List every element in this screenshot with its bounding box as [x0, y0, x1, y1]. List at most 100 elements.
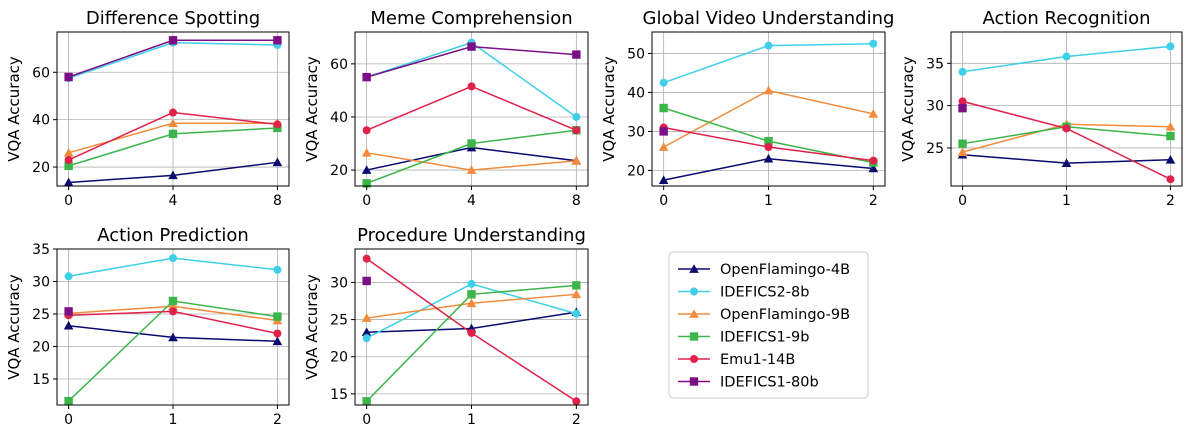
legend-item-openflamingo-4b: OpenFlamingo-4B — [678, 262, 850, 278]
y-tick-label: 40 — [330, 110, 348, 126]
data-point — [467, 279, 476, 288]
panel-title: Action Prediction — [97, 225, 249, 246]
data-point — [764, 41, 773, 50]
x-tick-label: 8 — [273, 193, 282, 209]
data-point — [659, 127, 668, 136]
data-point — [273, 329, 282, 338]
data-point — [764, 143, 773, 152]
data-point — [273, 120, 282, 129]
data-point — [362, 334, 371, 343]
legend-label: IDEFICS1-9b — [720, 330, 809, 346]
y-tick-label: 30 — [32, 275, 50, 291]
panel-title: Action Recognition — [982, 8, 1150, 29]
legend: OpenFlamingo-4B IDEFICS2-8b OpenFlamingo-9… — [668, 251, 869, 399]
series-emu1-14b — [958, 97, 1175, 184]
x-tick-label: 1 — [764, 193, 773, 209]
data-point — [466, 298, 477, 308]
data-point — [572, 309, 581, 318]
series-emu1-14b — [362, 82, 581, 135]
data-point — [63, 320, 74, 330]
data-point — [361, 313, 372, 322]
data-point — [467, 290, 476, 299]
panel-procedure-understanding: 0 1 2 15 20 25 30 Procedure Understanding VQA Ac… — [303, 225, 589, 428]
x-tick-label: 2 — [1166, 193, 1175, 209]
data-point — [168, 332, 178, 342]
legend-marker — [690, 355, 698, 363]
legend-marker — [689, 377, 699, 386]
x-tick-label: 0 — [362, 412, 371, 428]
data-point — [272, 336, 283, 346]
legend-marker — [689, 309, 699, 318]
data-point — [361, 327, 372, 337]
series-idefics1-80b — [64, 307, 73, 316]
data-point — [1061, 158, 1072, 167]
y-tick-label: 20 — [330, 163, 348, 179]
data-point — [63, 177, 74, 187]
y-axis-label: VQA Accuracy — [899, 56, 917, 162]
legend-marker — [689, 264, 699, 273]
series-idefics2-8b — [64, 254, 282, 281]
y-tick-label: 60 — [32, 65, 50, 81]
data-point — [658, 142, 669, 151]
data-point — [169, 254, 177, 263]
x-tick-label: 0 — [659, 193, 668, 209]
legend-label: IDEFICS1-80b — [720, 375, 819, 391]
data-point — [63, 148, 74, 157]
data-point — [168, 296, 178, 306]
series-openflamingo-9b — [361, 289, 582, 322]
x-tick-label: 2 — [273, 412, 282, 428]
data-point — [958, 97, 967, 106]
y-axis-label: VQA Accuracy — [5, 274, 23, 380]
series-idefics1-9b — [64, 296, 282, 406]
legend-item-idefics2-8b: IDEFICS2-8b — [678, 285, 809, 301]
legend-item-openflamingo-9b: OpenFlamingo-9B — [678, 307, 850, 323]
data-point — [168, 36, 178, 45]
legend-label: IDEFICS2-8b — [720, 285, 809, 301]
panel-difference-spotting: 0 4 8 20 40 60 Difference Spotting VQA Accuracy — [5, 8, 290, 209]
y-axis-label: VQA Accuracy — [600, 56, 618, 162]
data-point — [361, 148, 372, 157]
series-idefics2-8b — [362, 279, 581, 343]
data-point — [958, 67, 967, 76]
data-point — [169, 307, 177, 316]
legend-box — [668, 251, 869, 399]
y-axis-label: VQA Accuracy — [303, 274, 321, 380]
x-tick-label: 2 — [572, 412, 581, 428]
data-point — [361, 165, 372, 174]
data-point — [1165, 154, 1176, 164]
y-axis-label: VQA Accuracy — [303, 56, 321, 162]
data-point — [1165, 121, 1176, 131]
data-point — [572, 281, 581, 290]
panel-global-video-understanding: 0 1 2 20 30 40 50 Global Video Understanding VQA… — [600, 8, 894, 209]
data-point — [572, 112, 581, 121]
data-point — [362, 397, 371, 406]
data-point — [64, 307, 73, 316]
y-axis-label: VQA Accuracy — [5, 56, 23, 162]
data-point — [169, 108, 177, 117]
data-point — [958, 139, 967, 148]
series-openflamingo-9b — [361, 148, 582, 174]
legend-label: OpenFlamingo-4B — [720, 262, 850, 278]
panel-title: Global Video Understanding — [643, 8, 895, 29]
data-point — [658, 175, 669, 184]
series-idefics2-8b — [958, 42, 1175, 76]
data-point — [64, 72, 73, 82]
data-point — [467, 139, 476, 148]
data-point — [659, 103, 668, 113]
data-point — [362, 276, 371, 286]
data-point — [273, 265, 282, 274]
legend-item-emu1-14b: Emu1-14B — [678, 352, 795, 368]
x-tick-label: 4 — [467, 193, 476, 209]
y-tick-label: 25 — [330, 313, 348, 329]
data-point — [1166, 42, 1175, 51]
data-point — [572, 126, 581, 135]
data-point — [572, 397, 581, 406]
legend-label: Emu1-14B — [720, 352, 795, 368]
x-tick-label: 8 — [572, 193, 581, 209]
data-point — [273, 36, 282, 45]
legend-item-idefics1-80b: IDEFICS1-80b — [678, 375, 819, 391]
data-point — [957, 147, 968, 156]
series-idefics1-80b — [362, 42, 581, 82]
legend-label: OpenFlamingo-9B — [720, 307, 850, 323]
